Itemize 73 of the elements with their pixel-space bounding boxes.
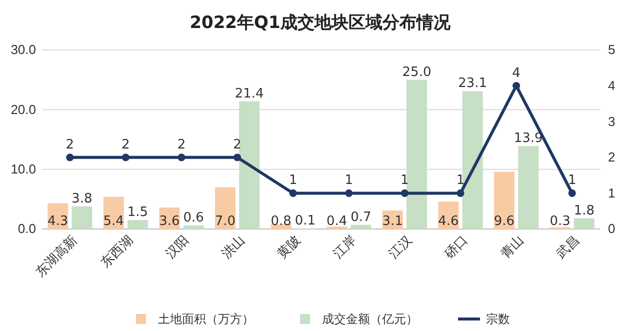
bar [406,80,428,229]
data-label: 0.1 [294,213,316,228]
data-label: 1 [568,173,576,188]
bar [214,187,236,229]
data-label: 4.3 [47,214,68,229]
legend-label: 土地面积（万方） [158,312,254,326]
data-label: 2 [177,137,186,152]
data-label: 2 [122,137,130,152]
data-label: 1 [344,173,354,188]
data-label: 1 [456,173,465,188]
x-tick-label: 江汉 [386,232,415,262]
legend-label: 宗数 [486,312,510,326]
bar [462,91,483,229]
bar [574,218,594,229]
y2-tick-label: 0 [608,221,616,236]
bar [128,220,148,229]
data-label: 0.3 [550,214,570,229]
bar [239,101,260,229]
data-label: 1 [400,173,409,188]
data-label: 2 [66,137,74,152]
data-label: 1.5 [127,205,148,220]
point [345,189,353,197]
y2-tick-label: 2 [608,150,616,165]
point [289,189,297,197]
bar [183,225,204,229]
data-label: 21.4 [234,86,264,102]
x-tick-label: 硚口 [440,232,471,262]
bar [270,224,292,229]
data-label: 5.4 [103,214,124,229]
y2-tick-label: 3 [608,114,616,129]
y2-tick-label: 5 [608,42,616,58]
x-tick-label: 武昌 [553,232,582,262]
point [512,82,520,90]
x-tick-label: 汉阳 [162,232,192,262]
data-label: 0.4 [326,214,348,229]
bar [72,206,92,229]
point [400,189,408,197]
point [456,189,464,197]
y-tick-label: 30.0 [10,42,36,58]
x-tick-label: 洪山 [218,232,248,262]
data-label: 0.6 [183,210,204,226]
data-label: 7.0 [214,214,236,229]
data-label: 23.1 [458,76,488,92]
point [178,154,186,162]
data-label: 9.6 [494,214,515,229]
point [122,154,130,162]
point [66,154,74,162]
data-label: 2 [233,137,242,152]
chart-title: 2022年Q1成交地块区域分布情况 [190,13,452,33]
data-label: 3.6 [159,214,180,229]
data-label: 0.8 [270,214,292,229]
x-tick-label: 江岸 [330,232,359,262]
data-label: 3.8 [72,191,92,206]
x-tick-label: 黄陂 [274,232,304,262]
y-tick-label: 20.0 [10,102,36,117]
data-label: 4 [512,66,520,81]
y2-tick-label: 1 [608,185,616,200]
data-label: 4.6 [438,214,459,229]
data-label: 1.8 [574,203,595,218]
x-tick-label: 青山 [497,232,526,262]
bar [494,172,514,229]
bar [518,146,539,229]
bar [350,224,372,229]
data-label: 0.7 [350,210,372,225]
data-label: 1 [288,173,298,188]
y-tick-label: 10.0 [10,161,36,176]
legend-label: 成交金额（亿元） [322,312,418,326]
data-label: 25.0 [402,64,432,80]
x-tick-label: 东西湖 [98,232,136,270]
point [234,154,242,162]
data-label: 3.1 [382,214,403,229]
y2-tick-label: 4 [608,78,616,93]
point [568,189,576,197]
